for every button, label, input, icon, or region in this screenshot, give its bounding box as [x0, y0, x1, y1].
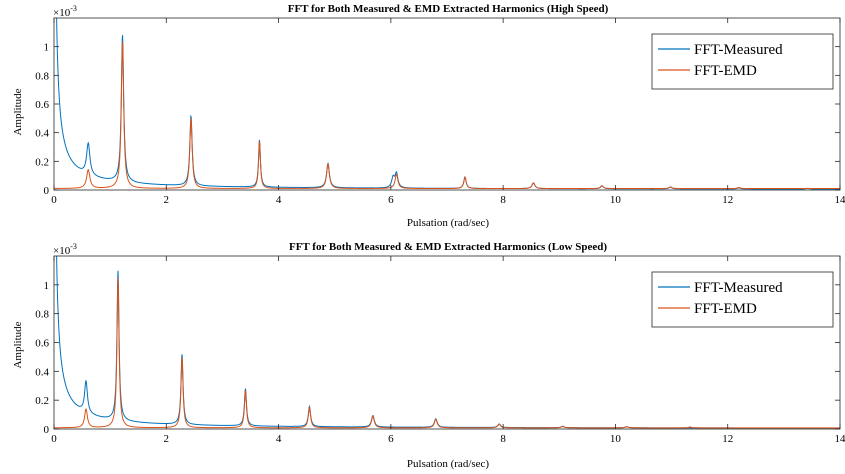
x-tick-label: 6 [388, 194, 394, 206]
y-tick-label: 1 [44, 42, 50, 54]
x-tick-label: 12 [722, 433, 733, 445]
x-tick-label: 14 [835, 433, 845, 445]
legend-box [651, 271, 834, 328]
legend-label: FFT-EMD [694, 63, 757, 79]
y-tick-label: 0 [44, 424, 50, 436]
legend-label: FFT-EMD [694, 301, 757, 317]
legend: FFT-Measured FFT-EMD [651, 33, 834, 90]
x-tick-label: 12 [722, 194, 733, 206]
x-tick-label: 2 [164, 194, 170, 206]
chart-panel-high-speed: FFT for Both Measured & EMD Extracted Ha… [12, 3, 845, 229]
y-tick-label: 0.6 [35, 99, 49, 111]
x-axis-label: Pulsation (rad/sec) [407, 217, 490, 229]
x-axis-label: Pulsation (rad/sec) [407, 458, 490, 470]
x-tick-label: 4 [276, 433, 282, 445]
y-tick-label: 0.4 [35, 366, 49, 378]
y-tick-label: 0.8 [35, 70, 49, 82]
x-tick-label: 4 [276, 194, 282, 206]
y-axis-label: Amplitude [12, 88, 24, 135]
exponent-label: ×10-3 [53, 242, 77, 257]
x-tick-label: 8 [500, 433, 506, 445]
chart-title: FFT for Both Measured & EMD Extracted Ha… [289, 241, 607, 253]
series-line-fft-emd [54, 278, 840, 429]
x-tick-label: 10 [610, 433, 622, 445]
y-tick-label: 1 [44, 280, 50, 292]
x-tick-label: 6 [388, 433, 394, 445]
x-tick-label: 2 [164, 433, 170, 445]
y-tick-label: 0.8 [35, 309, 49, 321]
legend: FFT-Measured FFT-EMD [651, 271, 834, 328]
chart-title: FFT for Both Measured & EMD Extracted Ha… [288, 3, 609, 15]
y-tick-label: 0.2 [35, 156, 49, 168]
x-tick-label: 14 [835, 194, 845, 206]
series-line-fft-emd [54, 41, 840, 190]
x-tick-label: 0 [51, 433, 57, 445]
svg-text:×10-3: ×10-3 [53, 4, 77, 19]
y-tick-label: 0.6 [35, 338, 49, 350]
legend-box [651, 33, 834, 90]
legend-label: FFT-Measured [694, 42, 783, 58]
y-tick-label: 0.4 [35, 128, 49, 140]
chart-panel-low-speed: FFT for Both Measured & EMD Extracted Ha… [12, 241, 845, 470]
exponent-label: ×10-3 [53, 4, 77, 19]
x-tick-label: 10 [610, 194, 622, 206]
legend-label: FFT-Measured [694, 280, 783, 296]
y-axis-label: Amplitude [12, 321, 24, 368]
y-tick-label: 0.2 [35, 395, 49, 407]
x-tick-label: 0 [51, 194, 57, 206]
y-tick-label: 0 [44, 185, 50, 197]
x-tick-label: 8 [500, 194, 506, 206]
svg-text:×10-3: ×10-3 [53, 242, 77, 257]
